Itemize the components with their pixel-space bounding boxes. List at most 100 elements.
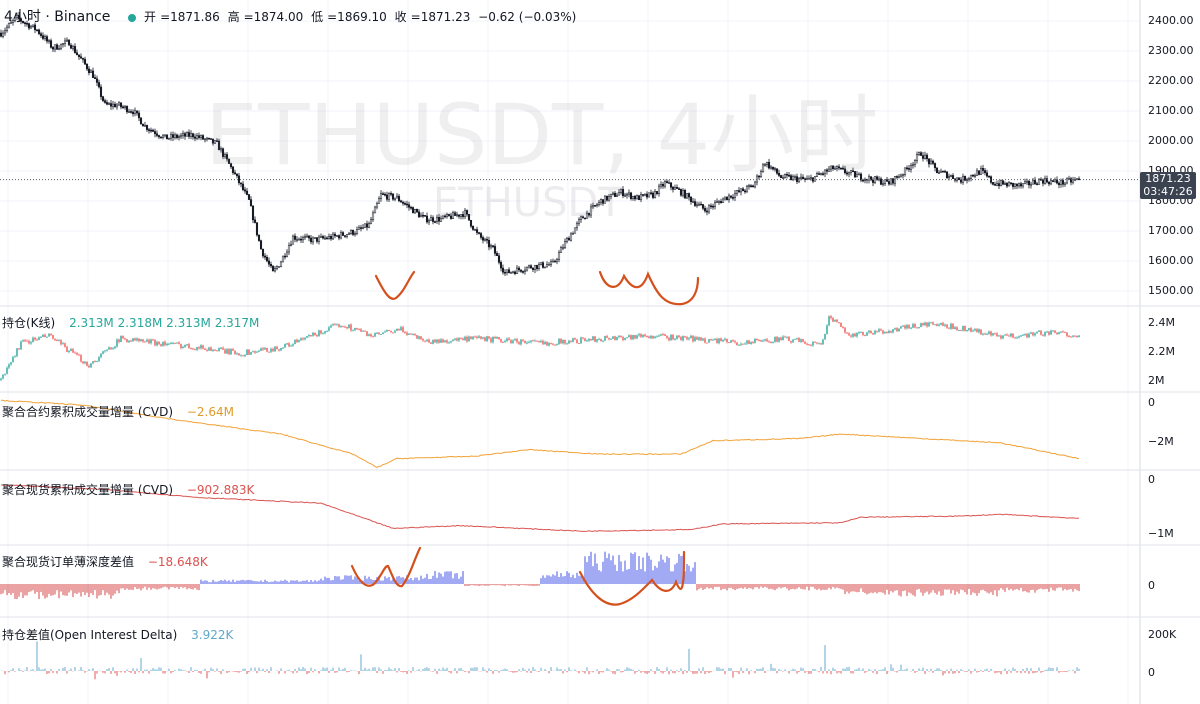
oi-candle-body: [830, 316, 832, 319]
oi-candle-body: [210, 347, 212, 351]
candle-body: [545, 264, 549, 268]
oi-candle-body: [110, 347, 112, 350]
oi-candle-body: [646, 336, 648, 338]
candle-body: [467, 213, 471, 221]
oi-candle-body: [726, 338, 728, 343]
oi-candle-body: [616, 337, 618, 341]
candle-body: [529, 265, 533, 269]
candle-body: [579, 216, 583, 220]
oi-candle-body: [850, 335, 852, 337]
oi-candle-body: [1038, 330, 1040, 332]
oi-candle-body: [268, 351, 270, 353]
candle-body: [667, 182, 671, 184]
spot-cvd-tick: −1M: [1148, 527, 1174, 540]
oi-candle-body: [74, 352, 76, 354]
oi-candle-body: [130, 340, 132, 342]
candle-body: [361, 227, 365, 229]
oi-candle-body: [196, 347, 198, 350]
oi-candle-body: [284, 343, 286, 348]
candle-body: [137, 112, 141, 119]
candle-body: [767, 161, 771, 169]
low-value: =1869.10: [327, 10, 387, 24]
oi-value-low: 2.313M: [166, 316, 211, 330]
oi-candle-body: [1050, 330, 1052, 335]
oi-candle-body: [260, 348, 262, 351]
oi-candle-body: [250, 352, 252, 355]
candle-body: [371, 212, 375, 221]
oi-candle-body: [542, 340, 544, 345]
candle-body: [617, 192, 621, 196]
oi-candle-body: [228, 349, 230, 355]
candle-body: [163, 134, 167, 137]
oi-candle-body: [870, 330, 872, 334]
oi-tick: 2M: [1148, 374, 1165, 387]
candle-body: [35, 29, 39, 32]
candle-body: [141, 123, 145, 127]
oi-candle-body: [296, 339, 298, 343]
oi-candle-body: [556, 344, 558, 346]
symbol-title[interactable]: 4小时 · Binance: [4, 9, 111, 25]
candle-body: [757, 175, 761, 178]
oi-candle-body: [400, 327, 402, 331]
oi-candle-body: [794, 338, 796, 340]
oi-candle-body: [362, 330, 364, 332]
oi-candle-body: [862, 331, 864, 335]
oi-candle-body: [578, 342, 580, 344]
candle-body: [277, 266, 281, 268]
candle-body: [465, 210, 469, 215]
oi-candle-body: [912, 324, 914, 328]
oi-candle-body: [70, 349, 72, 352]
candle-body: [433, 221, 437, 223]
oi-candle-body: [1026, 333, 1028, 338]
oi-candle-body: [582, 337, 584, 339]
candle-body: [241, 183, 245, 190]
oi-candle-body: [690, 335, 692, 339]
oi-candle-body: [204, 348, 206, 350]
candle-body: [515, 267, 519, 274]
oi-candle-body: [66, 346, 68, 352]
oi-candle-body: [1074, 335, 1076, 337]
candle-body: [245, 190, 249, 195]
spot-cvd-pane-title: 聚合现货累积成交量增量 (CVD) −902.883K: [2, 481, 254, 498]
candle-body: [527, 265, 531, 268]
spot-cvd-value: −902.883K: [186, 483, 255, 497]
candle-body: [139, 117, 143, 125]
oi-candle-body: [906, 325, 908, 329]
candle-body: [193, 136, 197, 139]
oi-candle-body: [424, 340, 426, 342]
oi-candle-body: [660, 334, 662, 336]
oi-candle-body: [1008, 335, 1010, 337]
oi-candle-body: [230, 349, 232, 355]
candle-body: [985, 172, 989, 177]
candle-body: [733, 193, 737, 198]
oi-candle-body: [872, 333, 874, 335]
oi-candle-body: [172, 342, 174, 344]
oi-candle-body: [782, 336, 784, 341]
oi-candle-body: [676, 335, 678, 339]
oi-candle-body: [280, 348, 282, 351]
oi-candle-body: [364, 330, 366, 332]
oi-candle-body: [858, 332, 860, 334]
candle-body: [273, 268, 277, 272]
oi-candle-body: [598, 339, 600, 341]
oi-candle-body: [346, 326, 348, 329]
oi-candle-body: [490, 338, 492, 343]
depth-tick: 0: [1148, 579, 1155, 592]
candle-body: [651, 192, 655, 198]
candle-body: [933, 163, 937, 169]
oi-candle-body: [470, 336, 472, 340]
candle-body: [71, 46, 75, 49]
close-label: 收: [394, 10, 407, 24]
candle-body: [59, 43, 63, 49]
oi-candle-body: [8, 364, 10, 368]
oi-candle-body: [292, 344, 294, 346]
candle-body: [609, 193, 613, 197]
candle-body: [373, 206, 377, 214]
oi-candle-body: [392, 332, 394, 334]
candle-body: [381, 193, 385, 195]
candle-body: [1059, 180, 1063, 186]
oi-candle-body: [444, 340, 446, 343]
oi-candle-body: [680, 336, 682, 341]
candle-body: [517, 267, 521, 271]
